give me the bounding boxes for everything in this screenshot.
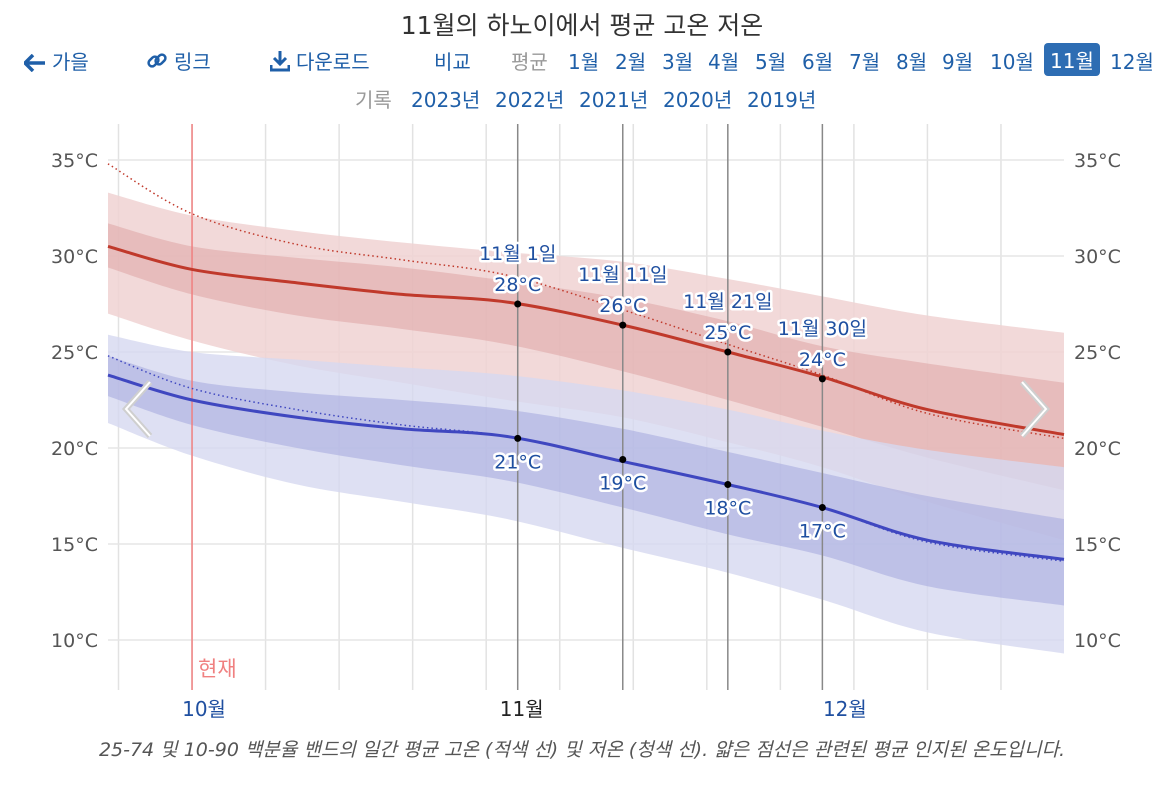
annotation-high-label-text: 26°C bbox=[599, 295, 646, 317]
annotation-high-label-halo: 28°C bbox=[494, 274, 541, 296]
low-mean-line bbox=[107, 373, 1065, 561]
page-title: 11월의 하노이에서 평균 고온 저온 bbox=[400, 11, 764, 40]
y-tick-label-right: 25°C bbox=[1074, 342, 1121, 364]
prev-season-link[interactable]: 가을 bbox=[24, 46, 89, 75]
annotation-low-label-halo: 21°C bbox=[494, 451, 541, 473]
y-tick-label-left: 10°C bbox=[51, 630, 98, 652]
annotation-low-label-text: 19°C bbox=[599, 473, 646, 495]
annotation-low-label-text: 18°C bbox=[704, 497, 751, 519]
compare-link[interactable]: 비교 bbox=[434, 50, 471, 74]
link-label: 링크 bbox=[174, 50, 211, 74]
chart-caption: 25-74 및 10-90 백분율 밴드의 일간 평균 고온 (적색 선) 및 … bbox=[98, 739, 1066, 761]
annotation-high-label-halo: 26°C bbox=[599, 295, 646, 317]
high-mean-line bbox=[107, 244, 1065, 437]
annotation-date-label-text: 11월 1일 bbox=[479, 243, 556, 265]
y-tick-label-right: 35°C bbox=[1074, 150, 1121, 172]
y-tick-label-right: 30°C bbox=[1074, 246, 1121, 268]
link-button[interactable]: 링크 bbox=[146, 46, 211, 75]
annotation-date-label-halo: 11월 11일 bbox=[578, 264, 667, 286]
annotation-low-label-halo: 19°C bbox=[599, 473, 646, 495]
year-link-2022[interactable]: 2022년 bbox=[495, 88, 565, 112]
annotation-date-label-text: 11월 21일 bbox=[683, 291, 772, 313]
year-link-2020[interactable]: 2020년 bbox=[663, 88, 733, 112]
annotation-date-label-text: 11월 11일 bbox=[578, 264, 667, 286]
download-icon bbox=[270, 51, 290, 72]
annotation-high-label-text: 24°C bbox=[799, 349, 846, 371]
annotation-high-point bbox=[724, 348, 732, 356]
year-link-2023[interactable]: 2023년 bbox=[411, 88, 481, 112]
annotation-date-label-halo: 11월 30일 bbox=[778, 318, 867, 340]
link-icon bbox=[147, 53, 167, 68]
y-tick-label-left: 35°C bbox=[51, 150, 98, 172]
annotation-date-label-text: 11월 30일 bbox=[778, 318, 867, 340]
annotation-low-point bbox=[619, 456, 627, 464]
download-label: 다운로드 bbox=[296, 50, 370, 74]
month-link-11-active[interactable]: 11월 bbox=[1044, 43, 1100, 76]
month-link-7[interactable]: 7월 bbox=[849, 50, 881, 74]
annotation-high-label: 28°C28°C bbox=[492, 272, 544, 299]
annotation-high-label-text: 25°C bbox=[704, 322, 751, 344]
x-month-label: 11월 bbox=[500, 697, 544, 721]
annotation-low-label-text: 21°C bbox=[494, 451, 541, 473]
annotation-low-label: 19°C19°C bbox=[597, 470, 649, 497]
annotation-low-label: 21°C21°C bbox=[492, 449, 544, 476]
y-tick-label-left: 30°C bbox=[51, 246, 98, 268]
annotation-high-label-text: 28°C bbox=[494, 274, 541, 296]
month-link-5[interactable]: 5월 bbox=[755, 50, 787, 74]
annotation-high-point bbox=[818, 375, 826, 383]
annotation-low-label: 18°C18°C bbox=[702, 495, 754, 522]
annotation-high-label-halo: 24°C bbox=[799, 349, 846, 371]
month-link-3[interactable]: 3월 bbox=[662, 50, 694, 74]
y-tick-label-right: 10°C bbox=[1074, 630, 1121, 652]
annotation-high-label-halo: 25°C bbox=[704, 322, 751, 344]
x-month-label: 12월 bbox=[823, 697, 867, 721]
year-link-2019[interactable]: 2019년 bbox=[747, 88, 817, 112]
month-link-1[interactable]: 1월 bbox=[568, 50, 600, 74]
top-nav: 가을 링크 다운로드 비교 평균 1월 2월 3월 4월 5월 6월 7월 8월… bbox=[0, 43, 1164, 78]
prev-season-label: 가을 bbox=[52, 50, 89, 74]
x-month-label: 10월 bbox=[182, 697, 226, 721]
annotation-high-point bbox=[514, 300, 522, 308]
arrow-left-icon bbox=[24, 54, 45, 72]
annotation-low-label-halo: 18°C bbox=[704, 497, 751, 519]
month-link-12[interactable]: 12월 bbox=[1110, 50, 1154, 74]
annotation-high-label: 25°C25°C bbox=[702, 320, 754, 347]
month-link-6[interactable]: 6월 bbox=[802, 50, 834, 74]
month-link-2[interactable]: 2월 bbox=[615, 50, 647, 74]
month-link-8[interactable]: 8월 bbox=[896, 50, 928, 74]
y-tick-label-right: 20°C bbox=[1074, 438, 1121, 460]
download-button[interactable]: 다운로드 bbox=[270, 46, 370, 75]
annotation-low-label: 17°C17°C bbox=[796, 518, 848, 545]
annotation-high-label: 26°C26°C bbox=[597, 293, 649, 320]
next-month-arrow-icon[interactable] bbox=[1016, 378, 1052, 440]
month-link-9[interactable]: 9월 bbox=[942, 50, 974, 74]
y-tick-label-left: 15°C bbox=[51, 534, 98, 556]
annotation-low-point bbox=[818, 504, 826, 512]
annotation-low-label-text: 17°C bbox=[799, 521, 846, 543]
annotation-high-label: 24°C24°C bbox=[796, 346, 848, 373]
month-link-10[interactable]: 10월 bbox=[990, 50, 1034, 74]
y-tick-label-right: 15°C bbox=[1074, 534, 1121, 556]
prev-month-arrow-icon[interactable] bbox=[120, 378, 156, 440]
annotation-date-label-halo: 11월 1일 bbox=[479, 243, 556, 265]
month-link-4[interactable]: 4월 bbox=[708, 50, 740, 74]
annotation-date-label-halo: 11월 21일 bbox=[683, 291, 772, 313]
temperature-chart: 10°C 10°C15°C 15°C20°C 20°C25°C 25°C30°C 30°C… bbox=[51, 124, 1121, 721]
y-tick-label-left: 25°C bbox=[51, 342, 98, 364]
history-label: 기록 bbox=[355, 88, 392, 112]
annotation-low-label-halo: 17°C bbox=[799, 521, 846, 543]
y-tick-label-left: 20°C bbox=[51, 438, 98, 460]
annotation-high-point bbox=[619, 321, 627, 329]
year-link-2021[interactable]: 2021년 bbox=[579, 88, 649, 112]
now-label: 현재 bbox=[198, 657, 237, 681]
average-label: 평균 bbox=[511, 50, 548, 74]
annotation-low-point bbox=[724, 480, 732, 488]
annotation-low-point bbox=[514, 434, 522, 442]
